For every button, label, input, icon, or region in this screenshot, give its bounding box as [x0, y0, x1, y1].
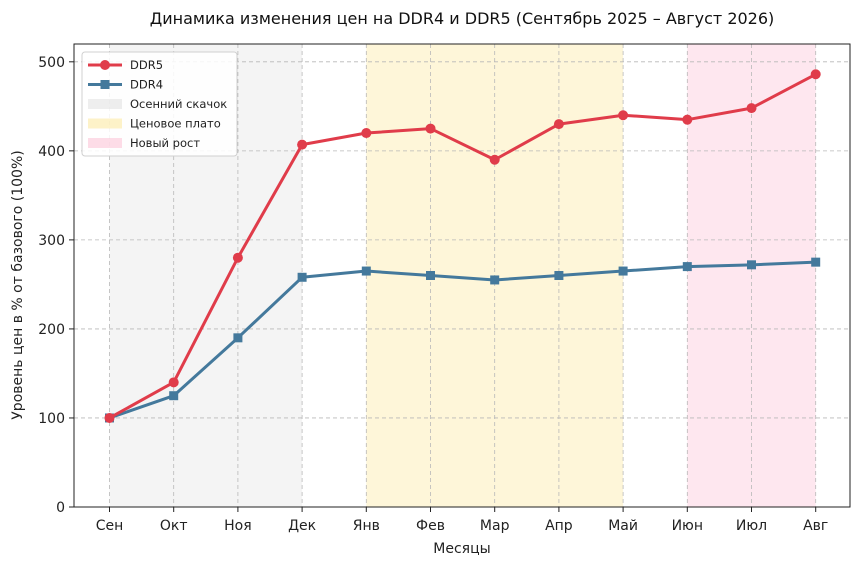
- data-point-ddr4: [618, 266, 628, 276]
- x-tick-label: Май: [608, 518, 638, 534]
- x-tick-label: Июн: [672, 518, 703, 534]
- data-point-ddr5: [425, 123, 436, 134]
- legend-swatch-band-2: [88, 138, 122, 148]
- y-axis-title: Уровень цен в % от базового (100%): [10, 150, 26, 419]
- x-tick-label: Мар: [480, 518, 510, 534]
- x-tick-label: Авг: [803, 518, 828, 534]
- series-line-ddr5: [108, 72, 818, 420]
- x-tick-label: Янв: [353, 518, 380, 534]
- x-tick-label: Сен: [96, 518, 124, 534]
- legend: DDR5 DDR4 Осенний скачок Ценовое плато Новый…: [81, 51, 238, 157]
- legend-label-band-1: Ценовое плато: [130, 117, 221, 131]
- y-tick-label: 100: [38, 411, 65, 427]
- y-tick-label: 300: [38, 233, 65, 249]
- data-point-ddr5: [361, 128, 372, 139]
- legend-marker-ddr4: [100, 80, 110, 89]
- x-tick-label: Фев: [416, 518, 445, 534]
- data-point-ddr5: [682, 114, 693, 125]
- legend-box: [81, 51, 238, 157]
- legend-marker-ddr5: [100, 60, 110, 70]
- data-point-ddr4: [682, 262, 692, 272]
- ticks-layer: Сен Окт Ноя Дек Янв Фев Мар Апр Май Июн Июл Авг 0 100…: [38, 55, 828, 534]
- data-point-ddr5: [618, 110, 629, 121]
- legend-label-band-2: Новый рост: [130, 136, 200, 150]
- series-ddr5: [104, 69, 821, 423]
- data-point-ddr5: [489, 154, 500, 165]
- data-point-ddr4: [297, 272, 307, 282]
- legend-swatch-band-1: [88, 118, 122, 129]
- data-point-ddr4: [554, 271, 564, 280]
- data-point-ddr5: [746, 103, 757, 114]
- y-tick-label: 200: [38, 322, 65, 338]
- data-point-ddr4: [426, 271, 435, 280]
- data-point-ddr4: [233, 333, 243, 343]
- plot-frame: [73, 43, 851, 508]
- legend-label-ddr5: DDR5: [130, 58, 163, 72]
- legend-label-band-0: Осенний скачок: [130, 97, 227, 111]
- x-tick-label: Окт: [160, 518, 188, 534]
- y-tick-label: 500: [38, 55, 65, 71]
- x-axis-title: Месяцы: [433, 541, 490, 557]
- data-point-ddr4: [490, 275, 500, 285]
- data-point-ddr4: [747, 260, 756, 270]
- data-point-ddr5: [297, 139, 308, 150]
- legend-swatch-band-0: [88, 99, 122, 109]
- data-point-ddr4: [361, 266, 371, 276]
- x-tick-label: Дек: [288, 518, 316, 534]
- y-tick-label: 0: [56, 500, 65, 516]
- series-layer: [104, 69, 821, 423]
- data-point-ddr5: [553, 119, 564, 130]
- data-point-ddr5: [810, 69, 821, 80]
- data-point-ddr5: [168, 377, 179, 388]
- series-line-ddr4: [108, 260, 818, 420]
- x-tick-label: Июл: [736, 518, 767, 534]
- x-tick-label: Апр: [545, 518, 573, 534]
- data-point-ddr5: [104, 412, 115, 423]
- data-point-ddr4: [169, 391, 179, 401]
- data-point-ddr4: [811, 257, 821, 267]
- data-point-ddr5: [232, 252, 243, 263]
- y-tick-label: 400: [38, 144, 65, 160]
- x-tick-label: Ноя: [224, 518, 252, 534]
- chart-title: Динамика изменения цен на DDR4 и DDR5 (С…: [150, 9, 775, 28]
- legend-label-ddr4: DDR4: [130, 78, 163, 92]
